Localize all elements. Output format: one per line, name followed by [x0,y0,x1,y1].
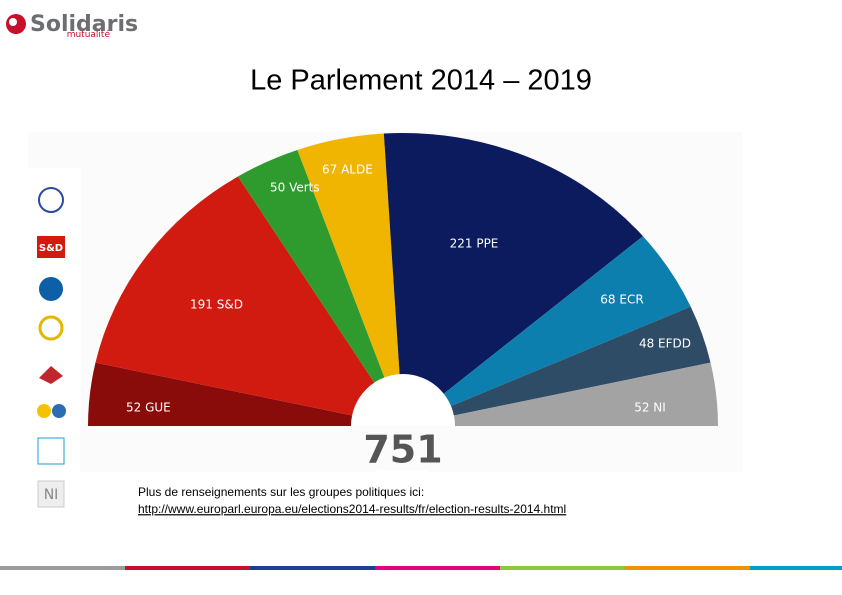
group-icon [38,187,64,213]
group-icon [37,404,51,418]
seat-label: 191 S&D [190,298,243,312]
group-icon [52,404,66,418]
total-seats: 751 [363,428,442,472]
seat-wedge [403,236,691,426]
group-icon [37,480,65,508]
seat-label: 221 PPE [450,237,499,251]
note-text: Plus de renseignements sur les groupes p… [138,485,424,499]
seat-label: 48 EFDD [639,337,691,351]
group-icon-label: NI [44,487,59,503]
seat-wedge [95,176,404,426]
group-icon [37,236,65,258]
stripe [625,566,750,570]
logo-name: Solidaris [30,12,138,37]
slide-title: Le Parlement 2014 – 2019 [250,65,592,97]
footer-stripe [0,566,842,570]
seat-wedge [88,362,403,426]
group-icon [38,315,64,341]
seat-label: 68 ECR [600,293,643,307]
sidebar [21,168,81,518]
seat-wedge [403,362,718,426]
stripe [375,566,500,570]
stripe [250,566,375,570]
seat-label: 52 GUE [126,401,171,415]
stripe [0,566,125,570]
seat-label: 67 ALDE [322,163,373,177]
seat-wedge [403,306,711,426]
stripe [750,566,842,570]
logo-icon-dot [9,18,17,26]
hemicycle-base [80,426,730,470]
stripe [500,566,625,570]
seat-label: 52 NI [634,401,666,415]
logo-tagline: mutualité [67,29,111,40]
group-icon [39,277,63,301]
sidebar-icons: S&D NI [37,187,66,508]
seat-wedge [297,133,403,426]
note-link[interactable]: http://www.europarl.europa.eu/elections2… [138,502,566,516]
seat-wedge [383,133,643,426]
group-icon [37,437,65,465]
group-icon-label: S&D [39,243,63,254]
seat-wedge [237,149,403,426]
logo: Solidaris mutualité [6,12,138,40]
stripe [125,566,250,570]
group-icon [39,366,63,384]
seat-label: 50 Verts [270,181,320,195]
